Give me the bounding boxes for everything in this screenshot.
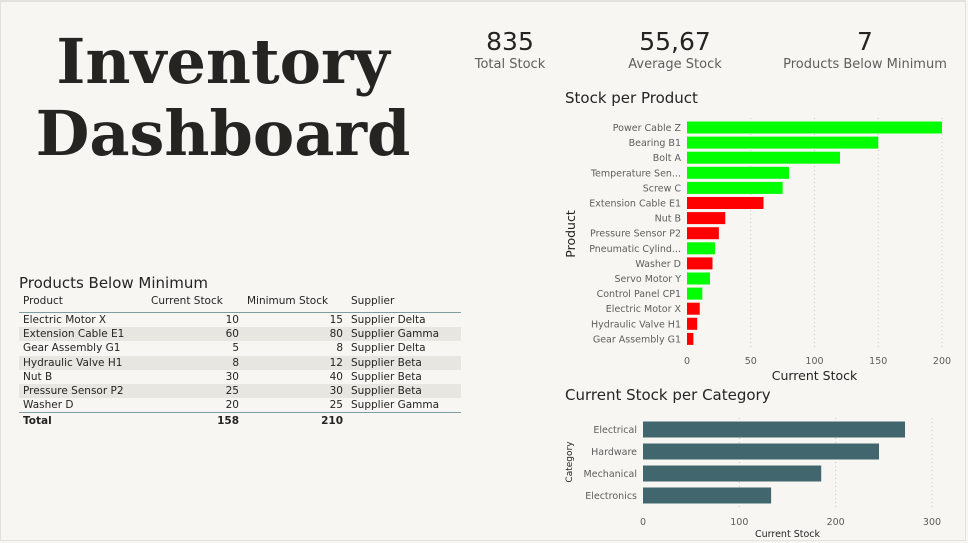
kpi-average-stock: 55,67 Average Stock [590,27,760,73]
cell-product: Gear Assembly G1 [23,342,121,355]
column-header-minimum-stock[interactable]: Minimum Stock [243,292,347,313]
cell-current-stock: 60 [147,327,243,342]
cell-minimum-stock: 80 [243,327,347,342]
cell-product: Washer D [23,399,74,412]
cell-supplier: Supplier Beta [347,355,461,370]
kpi-value: 7 [857,27,873,56]
table-header-row: Product Current Stock Minimum Stock Supp… [19,292,461,313]
kpi-products-below-minimum: 7 Products Below Minimum [780,27,950,73]
total-label: Total [19,412,147,429]
cell-supplier: Supplier Beta [351,370,422,383]
table-row[interactable]: Pressure Sensor P2 25 30 Supplier Beta [19,383,461,399]
cell-minimum-stock: 40 [329,370,343,383]
cell-product: Electric Motor X [23,314,107,327]
column-header-current-stock[interactable]: Current Stock [147,292,243,313]
cell-product: Nut B [23,370,53,383]
kpi-label: Average Stock [628,57,722,72]
kpi-value: 835 [486,27,534,56]
cell-supplier: Supplier Delta [351,342,426,355]
kpi-total-stock: 835 Total Stock [425,27,595,73]
table-row[interactable]: Nut B 30 40 Supplier Beta [19,370,461,384]
table-row[interactable]: Extension Cable E1 60 80 Supplier Gamma [19,327,461,342]
cell-current-stock: 5 [232,342,239,355]
cell-current-stock: 10 [225,314,239,327]
table-title: Products Below Minimum [19,274,208,292]
cell-minimum-stock: 25 [329,399,343,412]
cell-current-stock: 8 [147,355,243,370]
cell-current-stock: 30 [225,370,239,383]
kpi-label: Products Below Minimum [783,57,947,72]
cell-current-stock: 20 [225,399,239,412]
cell-minimum-stock: 12 [243,355,347,370]
kpi-label: Total Stock [474,57,546,72]
cell-supplier: Supplier Gamma [347,327,461,342]
cell-current-stock: 25 [147,383,243,399]
page-title: Inventory Dashboard [35,25,411,170]
cell-minimum-stock: 15 [329,314,343,327]
column-header-supplier[interactable]: Supplier [347,292,461,313]
table-row[interactable]: Hydraulic Valve H1 8 12 Supplier Beta [19,355,461,370]
below-minimum-table: Product Current Stock Minimum Stock Supp… [19,292,461,429]
cell-supplier: Supplier Gamma [351,399,440,412]
table-row[interactable]: Washer D 20 25 Supplier Gamma [19,398,461,413]
total-current-stock: 158 [147,412,243,429]
cell-minimum-stock: 30 [243,383,347,399]
cell-minimum-stock: 8 [336,342,343,355]
cell-product: Extension Cable E1 [19,327,147,342]
column-header-product[interactable]: Product [19,292,147,313]
table-total-row: Total 158 210 [19,412,461,429]
cell-supplier: Supplier Beta [347,383,461,399]
total-minimum-stock: 210 [243,412,347,429]
total-supplier [347,412,461,429]
table-row[interactable]: Electric Motor X 10 15 Supplier Delta [19,313,461,328]
table-row[interactable]: Gear Assembly G1 5 8 Supplier Delta [19,341,461,355]
kpi-value: 55,67 [639,27,711,56]
cell-product: Hydraulic Valve H1 [19,355,147,370]
cell-product: Pressure Sensor P2 [19,383,147,399]
cell-supplier: Supplier Delta [351,314,426,327]
